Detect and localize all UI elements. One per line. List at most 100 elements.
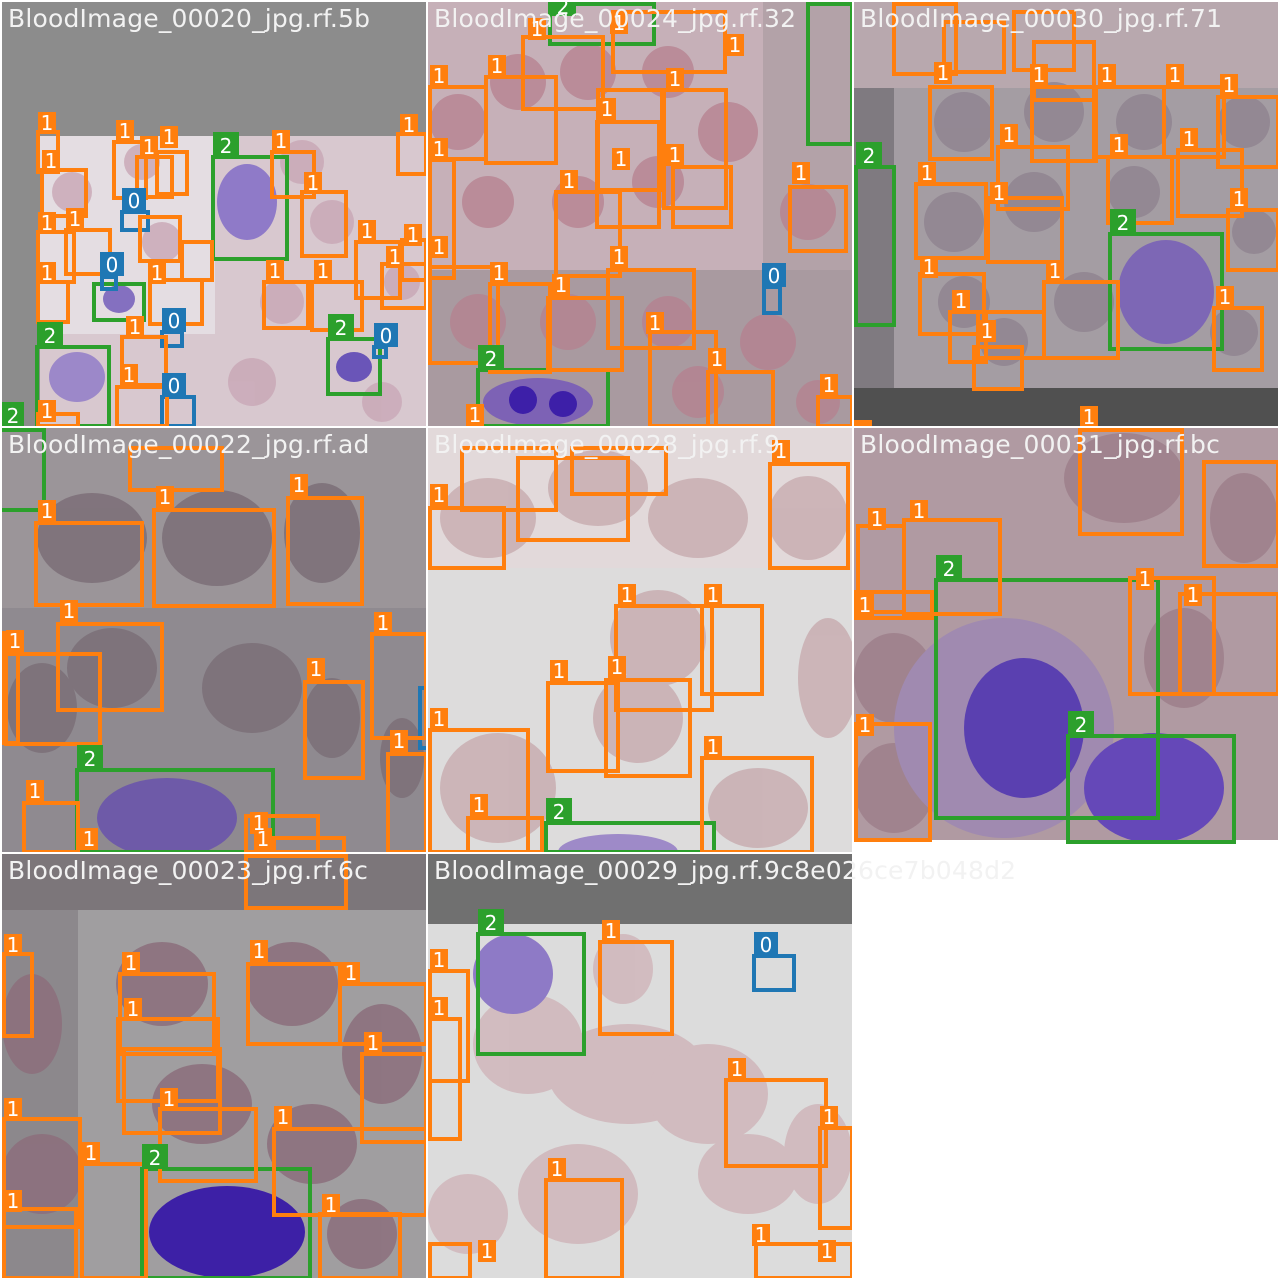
mosaic-tile-8: 2 0 1 1 1 1 1 1 1 1 1 BloodImage_00029_jpg.rf.…	[428, 854, 1016, 1278]
svg-text:1: 1	[41, 399, 54, 423]
svg-text:1: 1	[269, 259, 282, 283]
tile-title: BloodImage_00024_jpg.rf.32	[434, 4, 797, 33]
tile-title: BloodImage_00029_jpg.rf.9c8e026ce7b048d2	[434, 856, 1017, 885]
bounding-box-layer: 2 0 1 1 1 1 1 1 1 1 1	[428, 909, 852, 1278]
svg-text:2: 2	[220, 134, 233, 158]
svg-text:1: 1	[317, 259, 330, 283]
svg-text:1: 1	[871, 507, 884, 531]
svg-text:1: 1	[601, 97, 614, 121]
svg-text:1: 1	[1083, 405, 1096, 426]
svg-text:1: 1	[669, 67, 682, 91]
svg-text:1: 1	[389, 245, 402, 269]
svg-text:1: 1	[1187, 583, 1200, 607]
svg-text:2: 2	[84, 747, 97, 771]
svg-text:0: 0	[168, 374, 181, 398]
svg-text:1: 1	[41, 211, 54, 235]
svg-text:1: 1	[325, 1193, 338, 1217]
svg-text:1: 1	[151, 261, 164, 285]
svg-text:1: 1	[69, 207, 82, 231]
svg-text:1: 1	[433, 64, 446, 88]
svg-text:1: 1	[707, 735, 720, 759]
svg-text:1: 1	[275, 129, 288, 153]
svg-text:1: 1	[859, 593, 872, 617]
svg-text:0: 0	[768, 264, 781, 288]
svg-text:1: 1	[1113, 133, 1126, 157]
svg-text:1: 1	[613, 245, 626, 269]
svg-text:1: 1	[433, 707, 446, 731]
svg-text:1: 1	[7, 933, 20, 957]
bounding-box-layer: 2 2 1 1 1 1 1 1	[854, 428, 1278, 844]
svg-text:1: 1	[913, 499, 926, 523]
svg-text:1: 1	[45, 149, 58, 173]
svg-text:1: 1	[127, 997, 140, 1021]
svg-text:1: 1	[859, 713, 872, 737]
svg-text:1: 1	[433, 948, 446, 972]
svg-text:1: 1	[621, 583, 634, 607]
bounding-box-layer: 2 1 1 1 1 1 1 1 1 1	[428, 439, 850, 852]
svg-text:1: 1	[921, 161, 934, 185]
svg-text:1: 1	[1049, 259, 1062, 283]
svg-text:1: 1	[433, 996, 446, 1020]
svg-text:1: 1	[41, 499, 54, 523]
svg-text:1: 1	[955, 289, 968, 313]
svg-text:1: 1	[711, 347, 724, 371]
blood-smear-image	[2, 428, 426, 852]
svg-text:1: 1	[1139, 567, 1152, 591]
bounding-box-layer: 2 2 0 1 1 1 1 1 1 1 1 1 1 1 1 1 1 1 1 1 1	[428, 2, 852, 426]
svg-text:2: 2	[7, 404, 20, 426]
svg-text:1: 1	[367, 1031, 380, 1055]
svg-text:1: 1	[613, 11, 626, 35]
svg-text:1: 1	[1101, 63, 1114, 87]
tile-title: BloodImage_00022_jpg.rf.ad	[8, 430, 370, 459]
svg-text:1: 1	[605, 919, 618, 943]
svg-text:1: 1	[531, 17, 544, 41]
svg-text:1: 1	[277, 1105, 290, 1129]
svg-text:0: 0	[168, 309, 181, 333]
svg-text:1: 1	[707, 583, 720, 607]
blood-smear-image	[428, 428, 852, 852]
svg-text:1: 1	[551, 1157, 564, 1181]
svg-text:1: 1	[159, 485, 172, 509]
svg-text:0: 0	[106, 253, 119, 277]
svg-text:2: 2	[943, 557, 956, 581]
svg-text:1: 1	[469, 403, 482, 426]
svg-text:2: 2	[44, 324, 57, 348]
svg-text:0: 0	[760, 933, 773, 957]
svg-text:2: 2	[557, 2, 570, 19]
svg-text:0: 0	[380, 324, 393, 348]
svg-text:1: 1	[433, 137, 446, 161]
empty-mosaic-slot	[854, 854, 1278, 1278]
svg-text:1: 1	[63, 599, 76, 623]
svg-text:1: 1	[555, 273, 568, 297]
svg-text:1: 1	[29, 779, 42, 803]
svg-text:2: 2	[863, 144, 876, 168]
svg-text:1: 1	[1219, 285, 1232, 309]
svg-text:2: 2	[149, 1146, 162, 1170]
svg-text:2: 2	[553, 800, 566, 824]
svg-text:1: 1	[1033, 63, 1046, 87]
svg-text:1: 1	[310, 657, 323, 681]
svg-text:1: 1	[823, 373, 836, 397]
mosaic-tile-6: 2 2 1 1 1 1 1 1 BloodImage_00031_jpg.rf.bc	[854, 428, 1278, 852]
svg-text:1: 1	[1169, 63, 1182, 87]
mosaic-tile-5: 2 1 1 1 1 1 1 1 1 1 BloodImage_00028_jpg.rf.9	[428, 428, 852, 852]
tile-title: BloodImage_00030_jpg.rf.71	[860, 4, 1223, 33]
svg-text:1: 1	[1003, 123, 1016, 147]
svg-text:1: 1	[129, 315, 142, 339]
svg-text:1: 1	[553, 659, 566, 683]
svg-text:1: 1	[7, 1097, 20, 1121]
svg-text:1: 1	[473, 793, 486, 817]
svg-text:1: 1	[823, 1105, 836, 1129]
svg-text:1: 1	[649, 311, 662, 335]
svg-text:1: 1	[377, 611, 390, 635]
svg-text:1: 1	[307, 171, 320, 195]
svg-text:2: 2	[1075, 713, 1088, 737]
svg-text:1: 1	[361, 219, 374, 243]
svg-text:1: 1	[491, 54, 504, 78]
svg-text:1: 1	[85, 1141, 98, 1165]
